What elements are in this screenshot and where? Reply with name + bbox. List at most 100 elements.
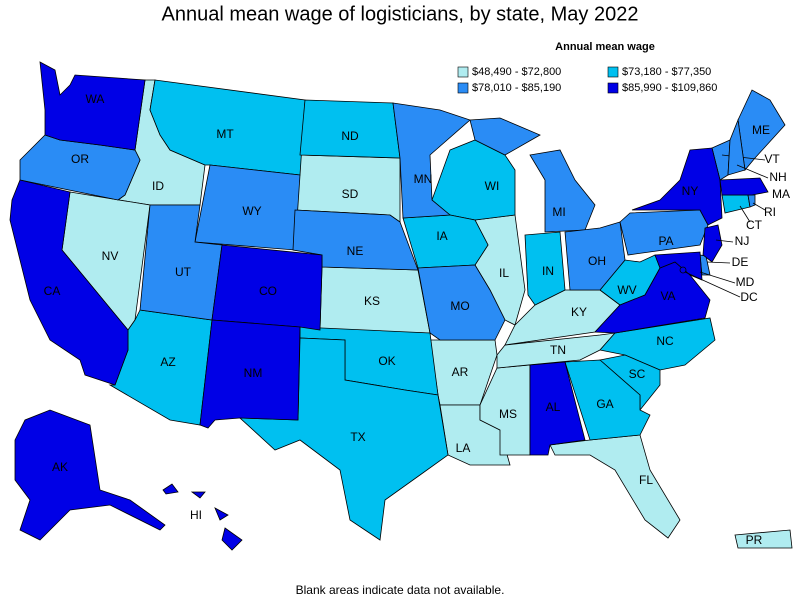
state-shape [619,209,709,256]
leader-line [752,202,766,211]
state-label: NC [656,334,674,348]
state-shape [702,224,723,263]
legend-label: $78,010 - $85,190 [472,82,561,94]
state: OH [564,221,626,291]
state: PA [619,209,709,256]
state-shape [721,194,751,214]
state-label: IL [499,266,509,280]
state: CT [721,194,763,232]
state: AK [14,409,166,541]
state: PR [734,529,793,549]
state-label: WV [617,283,636,297]
legend: $48,490 - $72,800 $73,180 - $77,350 $78,01… [457,66,717,94]
state: WY [194,164,301,251]
state-label: CT [746,218,763,232]
state: CO [211,244,323,331]
title: Annual mean wage of logisticians, by sta… [162,3,639,25]
state-shape [679,266,687,274]
state-label: TX [350,430,365,444]
states: ID NV SD KS IL AR LA MS TN KY FL PR MT N… [9,61,793,551]
state-label: NY [682,184,699,198]
state: MO [417,264,506,341]
state-label: GA [596,397,613,411]
state-shape [529,149,596,233]
state-shape [469,117,541,156]
state-label: OR [71,152,89,166]
state-label: AZ [160,355,175,369]
state-label: UT [175,265,192,279]
state: NY [631,147,723,226]
state-label: MN [414,172,433,186]
state-label: DE [732,255,749,269]
state: KS [319,266,431,334]
state-label: WY [242,204,261,218]
state-label: FL [639,473,653,487]
state-label: OK [378,354,395,368]
state: AL [529,361,586,456]
state-shape [292,209,419,271]
state-label: IN [542,264,554,278]
leader-line [699,271,736,284]
state: AZ [108,309,213,426]
state-label: NV [102,249,119,263]
state-label: MO [450,299,469,313]
state-shape [199,319,301,429]
leader-line [684,271,741,298]
state-label: NM [244,366,263,380]
state: NH [727,118,787,184]
state: TN [496,332,617,369]
state-shape [392,102,471,219]
state: HI [162,483,243,551]
state: MA [719,177,790,201]
state-shape [529,361,586,456]
state-label: WI [485,179,500,193]
state-label: LA [456,441,471,455]
state-shape [549,434,681,539]
state-label: MS [499,407,517,421]
state: SC [599,354,661,412]
state-label: ME [752,123,770,137]
state: NJ [702,224,749,263]
legend-swatch [457,66,469,78]
legend-swatch [607,82,619,94]
state-label: IA [436,229,447,243]
state-shape [524,231,566,306]
state: CA [9,179,129,386]
state-label: AR [452,365,469,379]
state-label: KS [364,294,380,308]
state-shape [734,529,793,549]
state: DC [679,266,758,304]
state-label: NE [347,244,364,258]
state-label: CO [259,284,277,298]
legend-swatch [457,82,469,94]
state-shape [564,221,626,291]
state: FL [549,434,681,539]
state-label: SC [629,367,646,381]
legend-label: $85,990 - $109,860 [622,82,717,94]
leader-line [736,164,769,179]
state-label: ND [341,129,359,143]
leader-line [715,239,734,243]
state-shape [221,527,243,551]
state-shape [14,409,166,541]
state-label: VA [660,289,675,303]
state: IA [402,214,489,269]
legend-swatch [607,66,619,78]
state: MN [392,102,471,219]
legend-title: Annual mean wage [555,41,655,53]
note: Blank areas indicate data not available. [296,583,505,597]
state: MD [654,251,755,289]
state: NE [292,209,419,271]
state-label: TN [550,343,566,357]
state-label: KY [571,305,587,319]
state-label: AL [546,400,561,414]
state-label: SD [342,187,359,201]
state-shape [654,251,703,281]
state-shape [238,337,449,541]
state-label: ID [152,179,164,193]
state-shape [214,507,229,521]
legend-label: $48,490 - $72,800 [472,66,561,78]
state-shape [162,483,179,495]
